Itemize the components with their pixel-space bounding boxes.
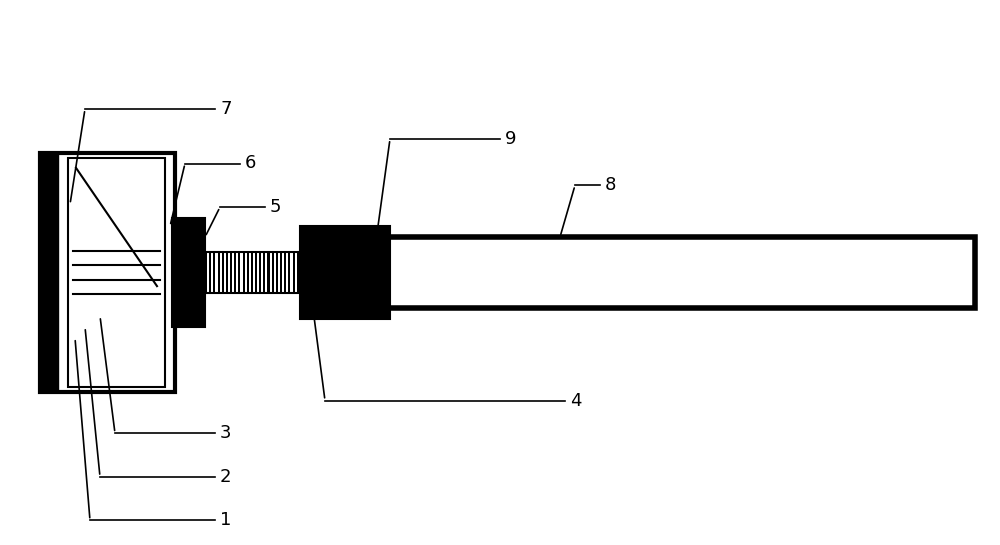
Bar <box>253 252 255 293</box>
Bar <box>222 252 224 293</box>
Bar <box>228 252 230 293</box>
Bar <box>220 252 222 293</box>
Text: 3: 3 <box>220 424 232 443</box>
Bar <box>224 252 226 293</box>
Text: 4: 4 <box>570 391 582 410</box>
Bar <box>267 252 270 293</box>
Bar <box>303 252 305 293</box>
Bar <box>205 252 207 293</box>
Bar <box>297 252 299 293</box>
Bar <box>276 252 278 293</box>
Bar <box>263 252 265 293</box>
Bar <box>215 252 218 293</box>
Bar <box>301 252 303 293</box>
Bar <box>232 252 234 293</box>
Bar <box>205 252 305 293</box>
Bar <box>272 252 274 293</box>
Bar <box>300 226 390 319</box>
Bar <box>236 252 238 293</box>
Bar <box>278 252 280 293</box>
Bar <box>209 252 211 293</box>
Bar <box>265 252 267 293</box>
Bar <box>259 252 261 293</box>
Text: 2: 2 <box>220 468 232 486</box>
Bar <box>230 252 232 293</box>
Bar <box>286 252 288 293</box>
Bar <box>218 252 220 293</box>
Bar <box>288 252 290 293</box>
Bar <box>251 252 253 293</box>
Bar <box>211 252 213 293</box>
Bar <box>172 218 205 327</box>
Bar <box>295 252 297 293</box>
Bar <box>213 252 215 293</box>
Bar <box>270 252 272 293</box>
Bar <box>284 252 286 293</box>
Bar <box>385 237 975 308</box>
Bar <box>226 252 228 293</box>
Text: 5: 5 <box>270 198 282 216</box>
Bar <box>249 252 251 293</box>
Bar <box>292 252 295 293</box>
Bar <box>40 153 175 392</box>
Bar <box>299 252 301 293</box>
Bar <box>68 158 165 387</box>
Bar <box>261 252 263 293</box>
Bar <box>280 252 282 293</box>
Bar <box>234 252 236 293</box>
Bar <box>207 252 209 293</box>
Text: 8: 8 <box>605 176 616 195</box>
Text: 7: 7 <box>220 100 232 118</box>
Bar <box>242 252 245 293</box>
Bar <box>274 252 276 293</box>
Bar <box>240 252 242 293</box>
Bar <box>238 252 240 293</box>
Bar <box>247 252 249 293</box>
Bar <box>282 252 284 293</box>
Bar <box>40 153 58 392</box>
Bar <box>245 252 247 293</box>
Text: 6: 6 <box>245 154 256 173</box>
Bar <box>255 252 257 293</box>
Bar <box>290 252 292 293</box>
Text: 9: 9 <box>505 130 516 148</box>
Bar <box>257 252 259 293</box>
Text: 1: 1 <box>220 511 231 530</box>
